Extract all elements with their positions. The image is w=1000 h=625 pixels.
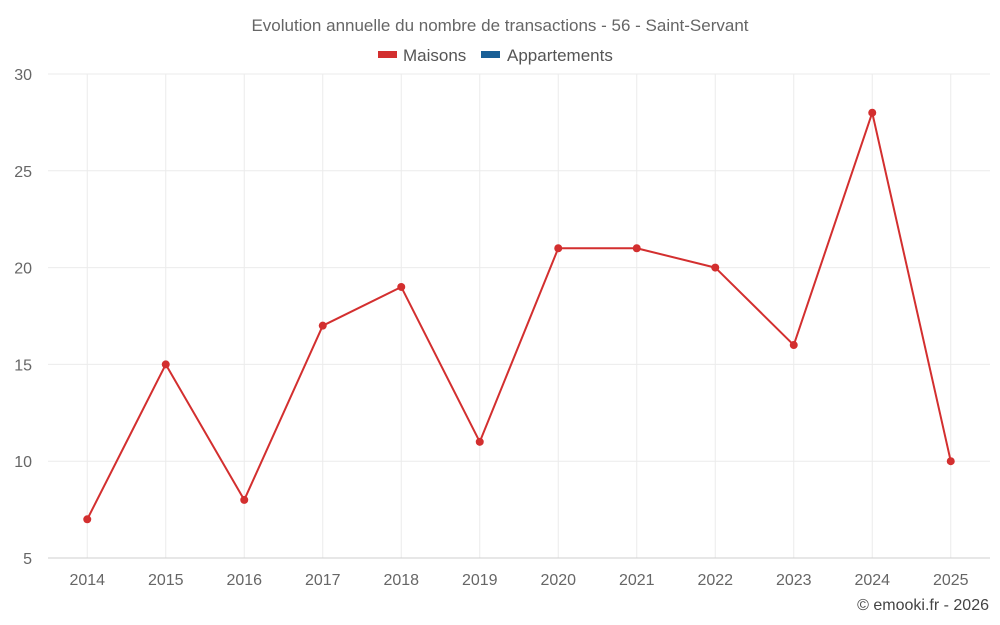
data-point-maisons[interactable] <box>868 108 877 117</box>
x-tick-label: 2016 <box>226 572 262 589</box>
data-point-maisons[interactable] <box>240 495 249 504</box>
x-tick-label: 2014 <box>69 572 105 589</box>
x-tick-label: 2024 <box>854 572 890 589</box>
x-tick-label: 2019 <box>462 572 498 589</box>
legend-swatch-appartements <box>481 51 500 58</box>
data-point-maisons[interactable] <box>318 321 327 330</box>
y-tick-label: 5 <box>23 551 32 568</box>
chart-title: Evolution annuelle du nombre de transact… <box>251 16 748 35</box>
x-axis: 2014 2015 2016 2017 2018 2019 2020 2021 2022 2023… <box>48 557 990 589</box>
legend-label-maisons: Maisons <box>403 46 466 65</box>
y-tick-label: 25 <box>14 164 32 181</box>
legend: Maisons Appartements <box>378 46 613 65</box>
grid <box>48 73 990 559</box>
x-tick-label: 2018 <box>383 572 419 589</box>
data-point-maisons[interactable] <box>397 282 406 291</box>
y-tick-label: 30 <box>14 67 32 84</box>
x-tick-label: 2023 <box>776 572 812 589</box>
data-point-maisons[interactable] <box>711 263 720 272</box>
series-layer <box>83 108 955 524</box>
x-tick-label: 2015 <box>148 572 184 589</box>
x-tick-label: 2021 <box>619 572 655 589</box>
x-tick-label: 2017 <box>305 572 341 589</box>
data-point-maisons[interactable] <box>475 437 484 446</box>
series-line-maisons <box>86 111 952 520</box>
y-tick-label: 20 <box>14 261 32 278</box>
y-tick-label: 15 <box>14 357 32 374</box>
x-tick-label: 2025 <box>933 572 969 589</box>
data-point-maisons[interactable] <box>83 515 92 524</box>
data-point-maisons[interactable] <box>161 360 170 369</box>
x-tick-label: 2020 <box>540 572 576 589</box>
legend-item-maisons[interactable]: Maisons <box>378 46 466 65</box>
data-point-maisons[interactable] <box>632 244 641 253</box>
footer-credit: © emooki.fr - 2026 <box>857 597 989 614</box>
legend-item-appartements[interactable]: Appartements <box>481 46 613 65</box>
x-tick-label: 2022 <box>697 572 733 589</box>
legend-label-appartements: Appartements <box>507 46 613 65</box>
data-point-maisons[interactable] <box>946 457 955 466</box>
y-tick-label: 10 <box>14 454 32 471</box>
data-point-maisons[interactable] <box>554 244 563 253</box>
legend-swatch-maisons <box>378 51 397 58</box>
data-point-maisons[interactable] <box>789 341 798 350</box>
y-axis: 5 10 15 20 25 30 <box>14 67 32 568</box>
